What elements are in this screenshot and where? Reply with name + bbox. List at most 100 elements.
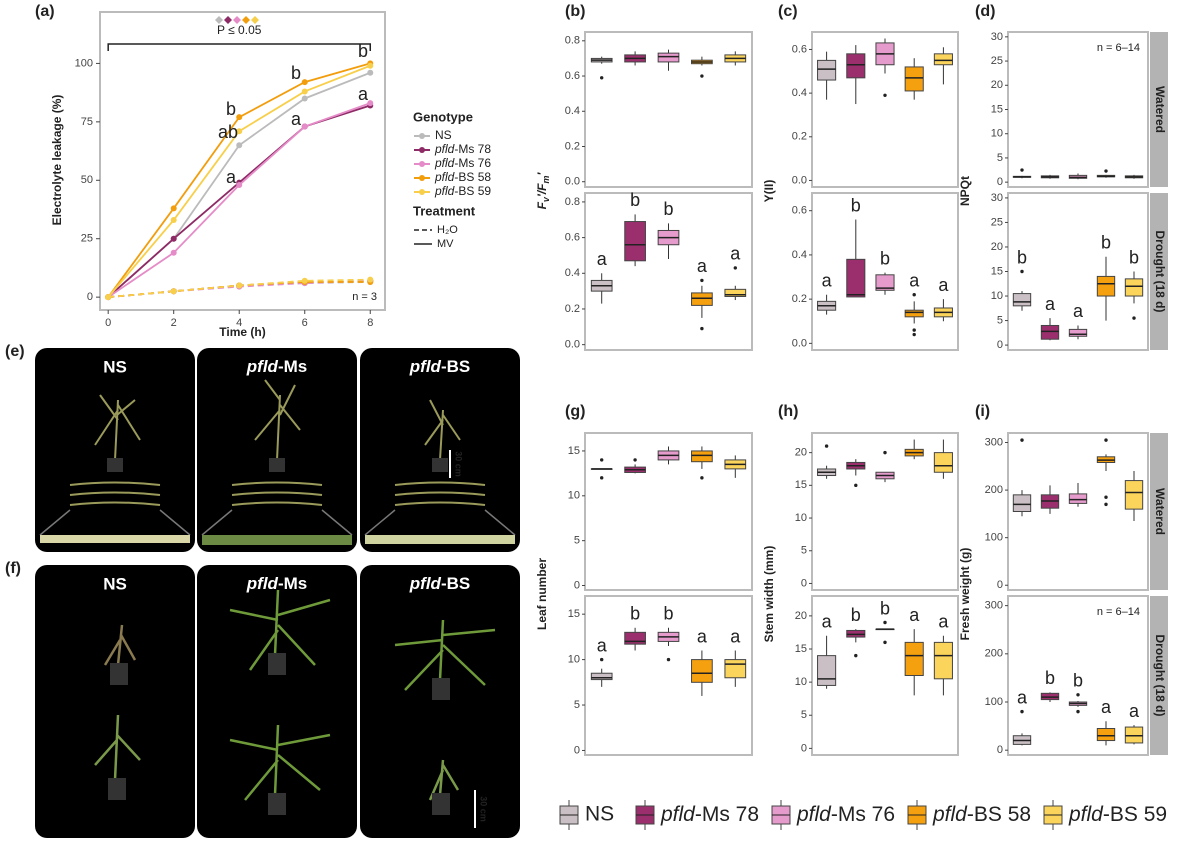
y-tick-label: 300	[985, 436, 1003, 448]
facet-strip	[1150, 32, 1168, 187]
y-tick-label: 0	[997, 339, 1003, 351]
box	[904, 309, 924, 318]
outlier	[733, 266, 737, 270]
y-tick-label: 10	[795, 512, 807, 524]
series-point	[367, 276, 374, 283]
facet-frame	[584, 192, 753, 351]
outlier	[700, 326, 704, 331]
box	[1124, 480, 1144, 510]
facet-frame	[584, 595, 753, 756]
y-axis-title: Leaf number	[535, 558, 549, 630]
y-tick-label: 20	[991, 241, 1003, 253]
n-note: n = 6–14	[1097, 42, 1140, 54]
series-point	[236, 282, 243, 289]
facet-label: Drought (18 d)	[1153, 635, 1167, 717]
y-tick-label: 5	[801, 709, 807, 721]
y-tick-label: 0	[801, 742, 807, 754]
y-tick-label: 0.8	[565, 196, 580, 208]
box	[724, 288, 747, 297]
sig-letter: a	[730, 626, 741, 646]
y-tick-label: 20	[991, 79, 1003, 91]
legend-dot	[419, 161, 425, 167]
leaf-zoom	[365, 535, 515, 544]
x-tick-label: 4	[236, 317, 242, 329]
facet-frame	[811, 31, 959, 188]
sig-letter: a	[226, 167, 237, 187]
photo	[197, 565, 357, 838]
sig-letter: b	[358, 41, 368, 61]
sig-letter: a	[1073, 301, 1084, 321]
legend-title: Genotype	[413, 109, 473, 124]
zoom-lines	[39, 509, 516, 536]
box	[724, 659, 747, 679]
y-tick-label: 300	[985, 600, 1003, 612]
sig-letter: b	[880, 598, 890, 618]
sig-letter: a	[597, 635, 608, 655]
sig-letter: ab	[218, 122, 238, 142]
outlier	[1076, 709, 1080, 714]
panel-label: (f)	[5, 560, 21, 577]
sig-letter: a	[1045, 294, 1056, 314]
outlier	[883, 450, 887, 455]
y-tick-label: 15	[568, 608, 580, 620]
facet-strip	[1150, 193, 1168, 350]
leaf-zoom	[202, 535, 352, 545]
y-tick-label: 100	[75, 57, 93, 69]
facet-frame	[1007, 31, 1149, 188]
y-tick-label: 0.4	[792, 249, 807, 261]
legend-label: NS	[585, 803, 614, 826]
facet-label: Watered	[1153, 488, 1167, 535]
series-point	[301, 277, 308, 284]
y-tick-label: 0.4	[565, 105, 580, 117]
y-tick-label: 5	[801, 545, 807, 557]
legend-label: pfld-Ms 78	[660, 803, 759, 826]
series-point	[236, 181, 243, 188]
box	[624, 221, 646, 262]
facet-label: Watered	[1153, 86, 1167, 133]
y-axis-title: Y(II)	[762, 180, 776, 203]
outlier	[912, 332, 916, 337]
box	[817, 655, 837, 686]
legend-label: pfld-Ms 78	[434, 142, 491, 156]
box	[1012, 293, 1032, 307]
series-point	[170, 217, 177, 224]
legend-label: H₂O	[437, 224, 458, 236]
outlier	[1020, 168, 1024, 172]
outlier	[883, 620, 887, 625]
facet-frame	[811, 192, 959, 351]
panel-label: (e)	[5, 343, 25, 360]
y-tick-label: 0.4	[792, 87, 807, 99]
box	[1012, 494, 1032, 512]
series-point	[301, 88, 308, 95]
y-tick-label: 0.6	[792, 43, 807, 55]
photo-label: NS	[103, 574, 127, 593]
legend-diamond	[233, 16, 241, 24]
legend-dot	[419, 175, 425, 181]
box	[1124, 278, 1144, 297]
series-point	[367, 62, 374, 69]
panel-label: (c)	[778, 3, 798, 20]
outlier	[1020, 709, 1024, 714]
bracket	[107, 43, 372, 51]
leaf-zoom	[40, 535, 190, 543]
panel-label: (b)	[565, 3, 585, 20]
sig-letter: a	[1129, 701, 1140, 721]
series-point	[236, 142, 243, 149]
pot	[107, 458, 123, 472]
facet-frame	[584, 31, 753, 188]
sig-letter: a	[697, 256, 708, 276]
y-tick-label: 5	[574, 535, 580, 547]
outlier	[666, 657, 671, 662]
legend-label: MV	[437, 238, 454, 250]
series-point	[170, 288, 177, 295]
series-point	[301, 79, 308, 86]
outlier	[700, 278, 704, 283]
sig-letter: a	[697, 626, 708, 646]
box	[691, 450, 713, 463]
series-point	[236, 114, 243, 121]
series-point	[170, 249, 177, 256]
y-tick-label: 0	[997, 176, 1003, 188]
y-axis-title: Fresh weight (g)	[958, 548, 972, 641]
series-point	[301, 123, 308, 130]
